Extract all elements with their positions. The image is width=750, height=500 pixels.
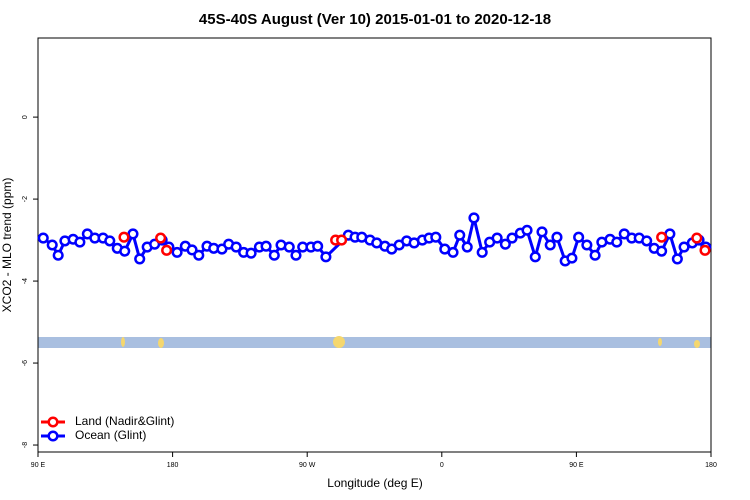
x-tick-label: 90 E — [31, 462, 46, 469]
data-point — [656, 231, 668, 243]
legend-label: Land (Nadir&Glint) — [75, 414, 174, 428]
data-point — [127, 228, 139, 240]
data-point — [454, 229, 466, 241]
x-tick-label: 90 W — [299, 462, 316, 469]
data-point — [468, 212, 480, 224]
data-point — [691, 232, 703, 244]
data-point — [671, 253, 683, 265]
y-tick-label: -2 — [22, 196, 29, 202]
data-point — [641, 235, 653, 247]
data-point — [461, 241, 473, 253]
data-point — [312, 240, 324, 252]
data-point — [283, 241, 295, 253]
data-point — [573, 231, 585, 243]
data-point — [551, 231, 563, 243]
data-point — [447, 246, 459, 258]
data-point — [611, 236, 623, 248]
land-patches — [121, 336, 700, 348]
x-tick-label: 180 — [167, 462, 179, 469]
data-point — [171, 246, 183, 258]
legend-marker — [47, 430, 59, 442]
x-axis-label: Longitude (deg E) — [327, 476, 422, 490]
data-point — [678, 241, 690, 253]
legend-label: Ocean (Glint) — [75, 428, 146, 442]
data-point — [589, 249, 601, 261]
data-point — [320, 251, 332, 263]
data-point — [161, 244, 173, 256]
data-point — [119, 245, 131, 257]
plot-frame — [37, 37, 712, 453]
data-point — [476, 246, 488, 258]
data-point — [134, 253, 146, 265]
data-point — [521, 224, 533, 236]
data-point — [260, 240, 272, 252]
y-axis-label: XCO2 - MLO trend (ppm) — [0, 178, 14, 313]
y-tick-label: -6 — [22, 360, 29, 366]
data-point — [245, 247, 257, 259]
data-point — [336, 234, 348, 246]
data-point — [290, 249, 302, 261]
surface-strip — [38, 337, 711, 348]
x-tick-label: 0 — [440, 462, 444, 469]
data-point — [118, 231, 130, 243]
data-point — [230, 241, 242, 253]
data-point — [529, 251, 541, 263]
legend-marker — [47, 416, 59, 428]
data-point — [491, 232, 503, 244]
data-point — [52, 249, 64, 261]
x-tick-label: 180 — [705, 462, 717, 469]
data-point — [656, 245, 668, 257]
data-point — [536, 226, 548, 238]
data-point — [193, 249, 205, 261]
data-point — [46, 239, 58, 251]
data-point — [499, 238, 511, 250]
data-point — [268, 249, 280, 261]
data-point — [566, 252, 578, 264]
data-point — [186, 244, 198, 256]
y-tick-label: -4 — [22, 278, 29, 284]
y-tick-label: -8 — [22, 442, 29, 448]
data-point — [581, 239, 593, 251]
chart-title: 45S-40S August (Ver 10) 2015-01-01 to 20… — [199, 11, 551, 28]
data-point — [699, 244, 711, 256]
data-point — [37, 232, 49, 244]
y-tick-label: 0 — [22, 115, 29, 119]
data-point — [544, 239, 556, 251]
data-point — [506, 232, 518, 244]
data-point — [74, 236, 86, 248]
data-point — [430, 231, 442, 243]
data-point — [104, 235, 116, 247]
x-tick-label: 90 E — [569, 462, 584, 469]
data-point — [155, 232, 167, 244]
